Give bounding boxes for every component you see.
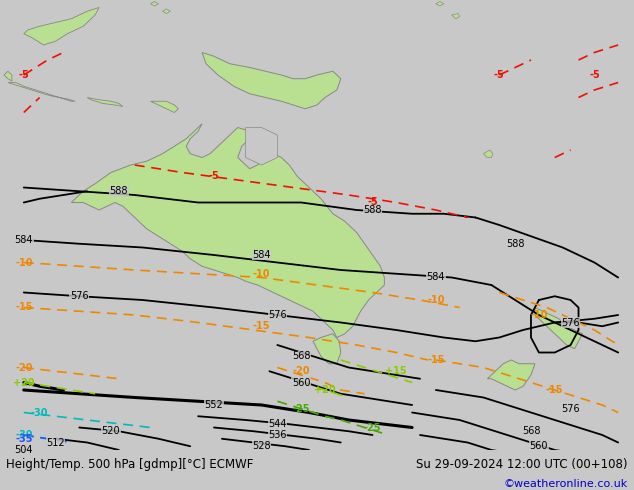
Text: 552: 552 (205, 400, 223, 410)
Text: -15: -15 (253, 321, 270, 331)
Polygon shape (202, 52, 341, 109)
Polygon shape (87, 98, 123, 106)
Text: 568: 568 (292, 351, 311, 361)
Text: 536: 536 (268, 430, 287, 440)
Text: 576: 576 (268, 310, 287, 320)
Text: 588: 588 (506, 239, 524, 249)
Text: -30: -30 (15, 430, 32, 440)
Text: -25: -25 (292, 404, 310, 414)
Text: 584: 584 (427, 272, 445, 283)
Text: +20: +20 (13, 377, 35, 388)
Polygon shape (246, 127, 278, 165)
Text: -15: -15 (15, 302, 32, 313)
Polygon shape (451, 14, 460, 19)
Text: 512: 512 (46, 438, 65, 447)
Text: 560: 560 (529, 441, 548, 451)
Text: 576: 576 (70, 291, 89, 301)
Text: -35: -35 (15, 434, 32, 444)
Polygon shape (162, 9, 171, 14)
Text: +15: +15 (385, 366, 407, 376)
Polygon shape (8, 82, 75, 101)
Polygon shape (436, 1, 444, 6)
Polygon shape (150, 1, 158, 6)
Text: Height/Temp. 500 hPa [gdmp][°C] ECMWF: Height/Temp. 500 hPa [gdmp][°C] ECMWF (6, 458, 254, 470)
Text: +20: +20 (314, 385, 336, 395)
Text: -5: -5 (209, 171, 219, 181)
Polygon shape (71, 124, 384, 338)
Text: -15: -15 (427, 355, 444, 365)
Text: -25: -25 (364, 422, 381, 433)
Text: -30: -30 (31, 408, 48, 417)
Text: -20: -20 (15, 363, 32, 372)
Text: 544: 544 (268, 419, 287, 429)
Text: 584: 584 (252, 250, 271, 260)
Polygon shape (24, 7, 99, 45)
Text: -5: -5 (367, 197, 378, 207)
Text: -5: -5 (589, 70, 600, 80)
Text: -10: -10 (530, 310, 548, 320)
Text: 528: 528 (252, 441, 271, 451)
Text: -10: -10 (253, 269, 270, 279)
Text: 504: 504 (15, 445, 33, 455)
Text: -20: -20 (292, 366, 310, 376)
Text: -5: -5 (494, 70, 505, 80)
Polygon shape (313, 334, 341, 364)
Polygon shape (535, 308, 583, 349)
Text: 568: 568 (522, 426, 540, 436)
Text: 588: 588 (110, 186, 128, 196)
Text: Su 29-09-2024 12:00 UTC (00+108): Su 29-09-2024 12:00 UTC (00+108) (416, 458, 628, 470)
Text: ©weatheronline.co.uk: ©weatheronline.co.uk (503, 479, 628, 489)
Polygon shape (483, 150, 493, 157)
Text: -10: -10 (427, 295, 444, 305)
Text: 584: 584 (15, 235, 33, 245)
Text: -5: -5 (18, 70, 29, 80)
Text: 576: 576 (561, 404, 580, 414)
Text: 588: 588 (363, 205, 382, 215)
Polygon shape (4, 71, 12, 81)
Text: -15: -15 (546, 385, 564, 395)
Polygon shape (150, 101, 178, 113)
Text: 560: 560 (292, 377, 311, 388)
Text: 520: 520 (101, 426, 120, 436)
Polygon shape (488, 360, 535, 390)
Text: -10: -10 (15, 258, 32, 268)
Text: 576: 576 (561, 318, 580, 327)
